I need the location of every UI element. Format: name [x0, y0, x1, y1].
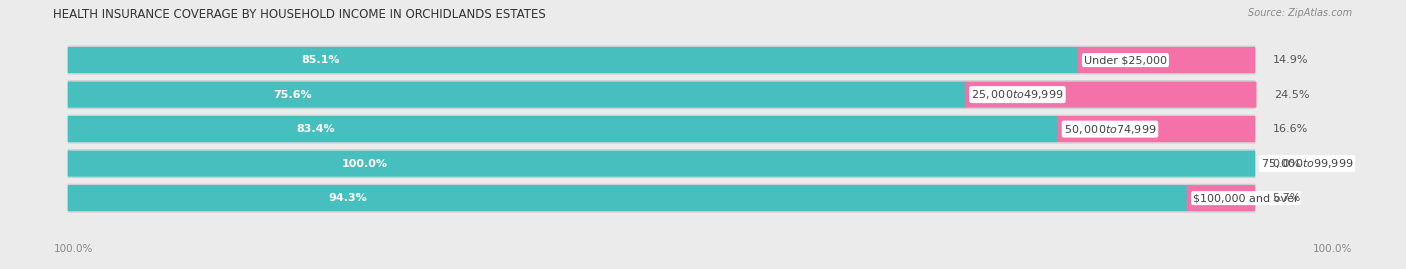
FancyBboxPatch shape — [67, 82, 966, 108]
FancyBboxPatch shape — [67, 116, 1256, 142]
Text: 100.0%: 100.0% — [53, 244, 93, 254]
FancyBboxPatch shape — [67, 185, 1256, 211]
Text: $50,000 to $74,999: $50,000 to $74,999 — [1064, 123, 1156, 136]
FancyBboxPatch shape — [67, 46, 1256, 75]
Text: 16.6%: 16.6% — [1272, 124, 1308, 134]
FancyBboxPatch shape — [67, 185, 1188, 211]
FancyBboxPatch shape — [1187, 185, 1256, 211]
Text: 94.3%: 94.3% — [329, 193, 367, 203]
FancyBboxPatch shape — [67, 149, 1256, 178]
FancyBboxPatch shape — [67, 47, 1078, 73]
FancyBboxPatch shape — [67, 151, 1256, 177]
Text: 14.9%: 14.9% — [1272, 55, 1308, 65]
Text: 85.1%: 85.1% — [301, 55, 340, 65]
FancyBboxPatch shape — [67, 184, 1256, 213]
Text: 75.6%: 75.6% — [273, 90, 312, 100]
FancyBboxPatch shape — [1057, 116, 1256, 142]
Text: $25,000 to $49,999: $25,000 to $49,999 — [972, 88, 1064, 101]
FancyBboxPatch shape — [67, 80, 1256, 109]
FancyBboxPatch shape — [67, 82, 1256, 108]
Text: 100.0%: 100.0% — [342, 159, 388, 169]
FancyBboxPatch shape — [67, 47, 1256, 73]
Text: Source: ZipAtlas.com: Source: ZipAtlas.com — [1249, 8, 1353, 18]
Text: $75,000 to $99,999: $75,000 to $99,999 — [1261, 157, 1353, 170]
FancyBboxPatch shape — [67, 151, 1256, 177]
Text: 5.7%: 5.7% — [1272, 193, 1301, 203]
Text: 24.5%: 24.5% — [1274, 90, 1309, 100]
FancyBboxPatch shape — [965, 82, 1257, 108]
Text: $100,000 and over: $100,000 and over — [1194, 193, 1299, 203]
FancyBboxPatch shape — [67, 116, 1059, 142]
FancyBboxPatch shape — [1077, 47, 1256, 73]
FancyBboxPatch shape — [67, 115, 1256, 144]
Text: 83.4%: 83.4% — [297, 124, 335, 134]
Text: 100.0%: 100.0% — [1313, 244, 1353, 254]
Text: HEALTH INSURANCE COVERAGE BY HOUSEHOLD INCOME IN ORCHIDLANDS ESTATES: HEALTH INSURANCE COVERAGE BY HOUSEHOLD I… — [53, 8, 546, 21]
Text: Under $25,000: Under $25,000 — [1084, 55, 1167, 65]
Text: 0.0%: 0.0% — [1272, 159, 1301, 169]
